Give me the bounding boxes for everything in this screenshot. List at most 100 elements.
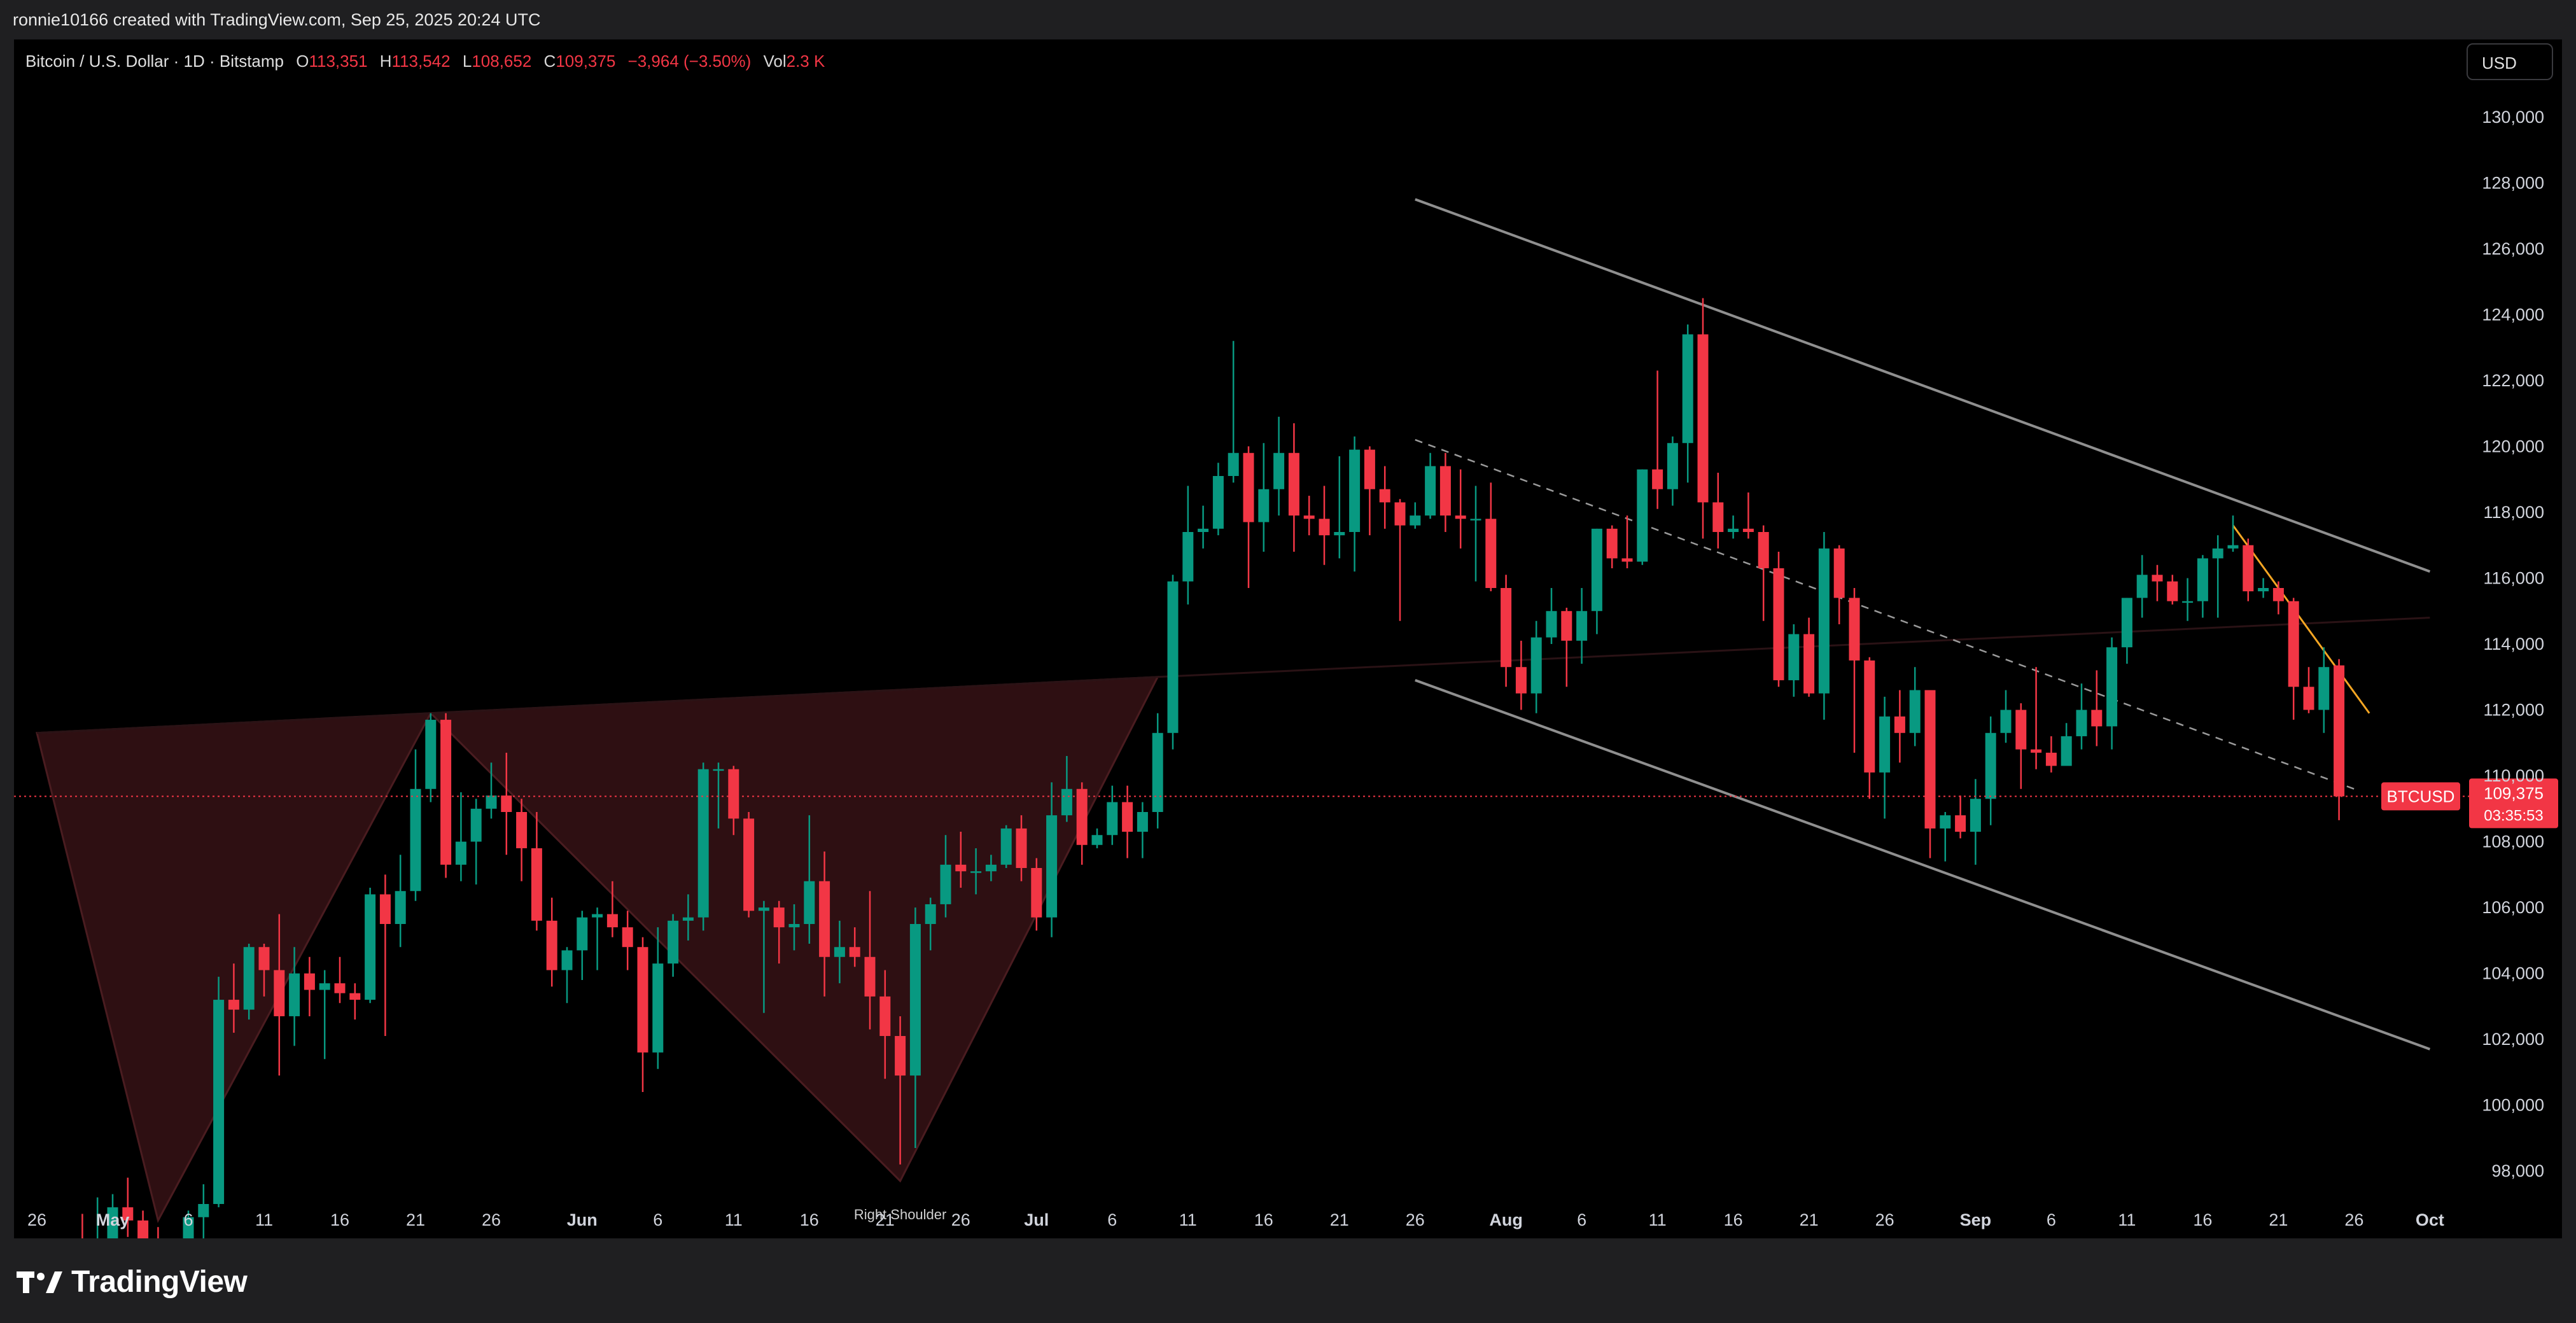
candle-body	[2091, 710, 2103, 727]
candle	[1228, 340, 1239, 483]
candle-body	[1712, 502, 1724, 532]
candle-body	[1576, 611, 1588, 641]
candle-body	[349, 993, 361, 1000]
tradingview-logo-icon	[17, 1271, 62, 1293]
price-chart[interactable]: Right Shoulder BTCUSD 109,375 03:35:53 98,…	[14, 39, 2562, 1238]
candle-body	[834, 947, 845, 957]
x-tick-label: 21	[1800, 1210, 1819, 1229]
candle-body	[804, 881, 815, 924]
x-tick-label: Jul	[1024, 1210, 1049, 1229]
candle	[425, 713, 437, 802]
candle	[697, 762, 709, 931]
candle	[1561, 608, 1572, 687]
candle-body	[1288, 452, 1299, 516]
candle-body	[455, 841, 466, 865]
candle	[909, 907, 921, 1148]
candle	[2076, 683, 2087, 750]
candle-body	[1909, 690, 1921, 733]
candle	[1621, 515, 1633, 568]
candle-body	[1621, 558, 1633, 562]
candle	[788, 904, 800, 951]
symbol-title[interactable]: Bitcoin / U.S. Dollar · 1D · Bitstamp	[25, 52, 284, 71]
high-label: H	[379, 52, 392, 71]
candle-body	[758, 907, 769, 911]
candle	[728, 766, 739, 836]
candle	[1894, 690, 1905, 763]
candle	[1849, 588, 1860, 753]
x-tick-label: 26	[2344, 1210, 2363, 1229]
candle-body	[1000, 828, 1012, 865]
candle	[1091, 828, 1103, 848]
candle	[1334, 456, 1345, 559]
candle	[955, 832, 967, 888]
candle	[486, 762, 497, 819]
candle	[1076, 782, 1088, 865]
candle-body	[2136, 575, 2148, 598]
candle	[1273, 416, 1285, 516]
candle	[1243, 446, 1254, 588]
candle	[1258, 443, 1270, 552]
candle-body	[637, 947, 648, 1053]
candle-body	[2076, 710, 2087, 736]
x-tick-label: Sep	[1960, 1210, 1992, 1229]
candle-body	[198, 1204, 209, 1217]
x-tick-label: 6	[183, 1210, 193, 1229]
candle	[2031, 667, 2042, 769]
currency-button[interactable]: USD	[2467, 43, 2553, 80]
candle-body	[1198, 528, 1209, 532]
y-tick-label: 128,000	[2482, 173, 2544, 192]
candle-body	[1894, 716, 1905, 733]
candle-body	[304, 973, 315, 990]
x-tick-label: 11	[1649, 1210, 1667, 1229]
candle-body	[1334, 532, 1345, 536]
x-tick-label: 11	[2118, 1210, 2136, 1229]
symbol-tag	[2381, 782, 2460, 811]
candle	[289, 947, 300, 1046]
candle	[349, 983, 361, 1020]
candle-body	[1501, 588, 1512, 668]
x-tick-label: 6	[1577, 1210, 1586, 1229]
candle-body	[682, 917, 694, 921]
candle	[1288, 423, 1299, 552]
candle-body	[743, 818, 755, 911]
candle	[395, 855, 406, 948]
candle	[1864, 657, 1875, 799]
x-tick-label: May	[96, 1210, 130, 1229]
candle	[122, 1177, 134, 1237]
chart-area[interactable]: Right Shoulder BTCUSD 109,375 03:35:53 98,…	[14, 39, 2562, 1238]
candle	[713, 762, 724, 829]
candle-body	[1803, 634, 1815, 694]
candle	[304, 956, 315, 1016]
candle-body	[1742, 528, 1754, 532]
candle	[1637, 469, 1648, 565]
candle-body	[985, 864, 997, 872]
candle-body	[1410, 515, 1421, 526]
candle-body	[2152, 575, 2163, 582]
candle	[1530, 620, 1542, 713]
candle	[319, 970, 330, 1060]
candle-body	[1425, 466, 1436, 516]
candle	[157, 1227, 159, 1238]
candle	[2106, 637, 2118, 750]
candle-body	[531, 848, 542, 921]
x-tick-label: 26	[1406, 1210, 1425, 1229]
candle	[1879, 696, 1891, 819]
candle	[1818, 532, 1830, 720]
y-tick-label: 116,000	[2483, 568, 2544, 587]
candle	[1061, 756, 1072, 822]
candle	[243, 944, 255, 1020]
candle	[1122, 785, 1133, 858]
candle-body	[1591, 528, 1602, 612]
x-tick-label: 26	[27, 1210, 46, 1229]
candle	[379, 874, 391, 1036]
candle	[183, 1210, 194, 1238]
candle-body	[1758, 532, 1769, 568]
candle	[1985, 716, 1996, 825]
candle	[1940, 812, 1951, 862]
candle-body	[864, 956, 876, 997]
x-tick-label: Aug	[1489, 1210, 1522, 1229]
brand[interactable]: TradingView	[15, 1264, 248, 1299]
close-label: C	[543, 52, 556, 71]
candle-body	[1016, 828, 1027, 868]
low-value: 108,652	[472, 52, 532, 71]
